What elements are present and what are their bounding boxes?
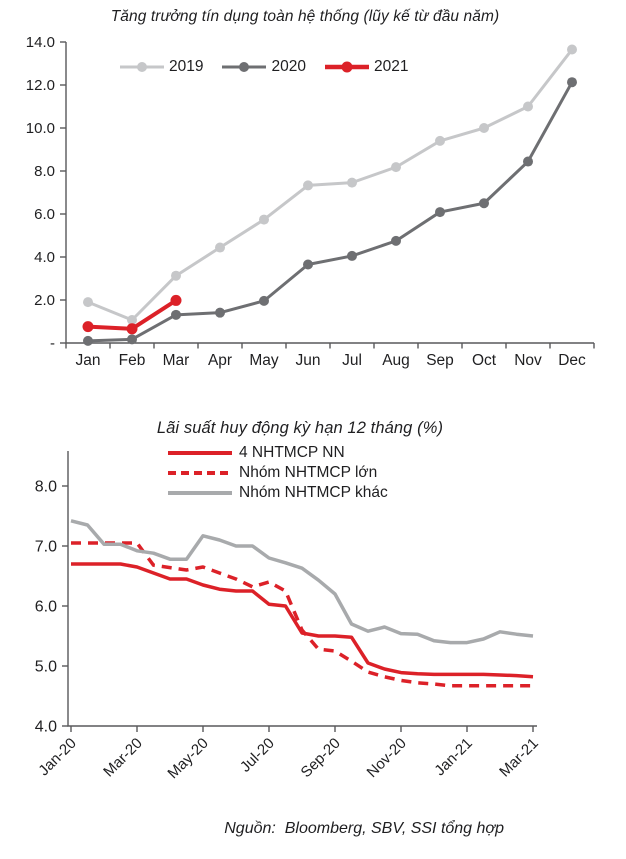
chart1-title: Tăng trưởng tín dụng toàn hệ thống (lũy … — [110, 8, 500, 25]
credit-growth-plot: - 2.0 4.0 6.0 8.0 10.0 12.0 14.0 Jan Feb Mar Apr May… — [26, 34, 595, 369]
svg-text:8.0: 8.0 — [35, 479, 57, 496]
svg-text:May: May — [249, 352, 279, 369]
legend-item-soe-banks: 4 NHTMCP NN — [168, 443, 388, 463]
other-banks-line-icon — [168, 491, 232, 495]
legend-item-2019: 2019 — [119, 58, 203, 76]
svg-text:Aug: Aug — [382, 352, 410, 369]
series-2021-line-icon — [324, 61, 369, 73]
svg-text:10.0: 10.0 — [26, 120, 55, 137]
svg-text:Nov-20: Nov-20 — [364, 735, 410, 781]
series-2020-line-icon — [222, 62, 267, 72]
legend-label-other-banks: Nhóm NHTMCP khác — [239, 484, 388, 501]
svg-text:5.0: 5.0 — [35, 659, 57, 676]
chart2-legend: 4 NHTMCP NN Nhóm NHTMCP lớn Nhóm NHTMCP … — [168, 443, 388, 503]
svg-text:4.0: 4.0 — [34, 249, 55, 266]
svg-text:6.0: 6.0 — [35, 599, 57, 616]
svg-text:May-20: May-20 — [164, 735, 211, 782]
svg-text:6.0: 6.0 — [34, 206, 55, 223]
legend-item-other-banks: Nhóm NHTMCP khác — [168, 483, 388, 503]
svg-text:Mar-21: Mar-21 — [496, 735, 542, 781]
svg-text:7.0: 7.0 — [35, 539, 57, 556]
legend-label-2021: 2021 — [373, 58, 409, 75]
credit-growth-chart: - 2.0 4.0 6.0 8.0 10.0 12.0 14.0 Jan Feb Mar Apr May… — [0, 0, 626, 378]
svg-text:Oct: Oct — [472, 352, 497, 369]
svg-text:Mar-20: Mar-20 — [100, 735, 146, 781]
svg-text:Apr: Apr — [208, 352, 232, 369]
legend-label-2019: 2019 — [169, 58, 204, 75]
chart2-title: Lãi suất huy động kỳ hạn 12 tháng (%) — [156, 419, 444, 437]
svg-text:Dec: Dec — [558, 352, 586, 369]
svg-text:4.0: 4.0 — [35, 719, 57, 736]
svg-text:14.0: 14.0 — [26, 34, 55, 51]
svg-text:Jan: Jan — [76, 352, 101, 369]
legend-item-large-banks: Nhóm NHTMCP lớn — [168, 463, 388, 483]
svg-text:Jul-20: Jul-20 — [237, 735, 278, 776]
svg-text:12.0: 12.0 — [26, 77, 55, 94]
soe-banks-line-icon — [168, 451, 232, 455]
legend-label-large-banks: Nhóm NHTMCP lớn — [239, 464, 378, 481]
series-2019-line-icon — [120, 62, 164, 72]
svg-text:2.0: 2.0 — [34, 292, 55, 309]
legend-item-2021: 2021 — [324, 58, 408, 76]
deposit-rate-plot: 4.0 5.0 6.0 7.0 8.0 Jan-20 Mar-20 May-20 Jul-20 S… — [35, 451, 542, 782]
deposit-rate-chart: 4.0 5.0 6.0 7.0 8.0 Jan-20 Mar-20 May-20 Jul-20 S… — [0, 406, 626, 804]
svg-text:Jan-21: Jan-21 — [431, 735, 475, 779]
svg-text:8.0: 8.0 — [34, 163, 55, 180]
legend-label-soe-banks: 4 NHTMCP NN — [239, 444, 345, 461]
chart1-legend: 2019 2020 2021 — [119, 58, 408, 76]
legend-item-2020: 2020 — [221, 58, 306, 76]
large-banks-dashed-line-icon — [168, 471, 232, 475]
svg-text:-: - — [50, 335, 55, 352]
svg-text:Jun: Jun — [296, 352, 321, 369]
svg-text:Jul: Jul — [342, 352, 362, 369]
svg-text:Sep-20: Sep-20 — [298, 735, 344, 781]
svg-text:Jan-20: Jan-20 — [35, 735, 79, 779]
svg-text:Nov: Nov — [514, 352, 542, 369]
source-note: Nguồn: Bloomberg, SBV, SSI tổng hợp — [224, 820, 504, 837]
svg-text:Sep: Sep — [426, 352, 454, 369]
svg-text:Mar: Mar — [163, 352, 190, 369]
svg-text:Feb: Feb — [119, 352, 146, 369]
legend-label-2020: 2020 — [271, 58, 306, 75]
